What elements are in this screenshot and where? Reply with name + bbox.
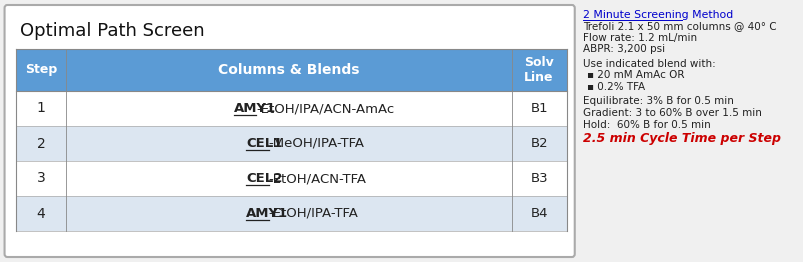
Bar bbox=[16, 196, 566, 231]
Text: Hold:  60% B for 0.5 min: Hold: 60% B for 0.5 min bbox=[582, 119, 710, 129]
Text: -EtOH/IPA/ACN-AmAc: -EtOH/IPA/ACN-AmAc bbox=[256, 102, 394, 115]
Text: 2 Minute Screening Method: 2 Minute Screening Method bbox=[582, 10, 732, 20]
Text: 2.5 min Cycle Time per Step: 2.5 min Cycle Time per Step bbox=[582, 132, 780, 145]
Text: B4: B4 bbox=[530, 207, 547, 220]
Text: -EtOH/ACN-TFA: -EtOH/ACN-TFA bbox=[268, 172, 366, 185]
Bar bbox=[16, 91, 566, 126]
Bar bbox=[16, 126, 566, 161]
Text: CEL2: CEL2 bbox=[246, 172, 282, 185]
Text: 4: 4 bbox=[37, 206, 46, 221]
Bar bbox=[16, 49, 566, 91]
Text: ▪ 20 mM AmAc OR: ▪ 20 mM AmAc OR bbox=[586, 70, 683, 80]
Text: CEL1: CEL1 bbox=[246, 137, 282, 150]
Bar bbox=[16, 161, 566, 196]
Text: -EtOH/IPA-TFA: -EtOH/IPA-TFA bbox=[268, 207, 358, 220]
Text: 3: 3 bbox=[37, 172, 46, 185]
Text: 2: 2 bbox=[37, 137, 46, 150]
Text: B1: B1 bbox=[530, 102, 547, 115]
Text: B2: B2 bbox=[530, 137, 547, 150]
Text: ABPR: 3,200 psi: ABPR: 3,200 psi bbox=[582, 45, 664, 54]
Text: Step: Step bbox=[25, 63, 57, 77]
Text: Columns & Blends: Columns & Blends bbox=[218, 63, 359, 77]
Text: Use indicated blend with:: Use indicated blend with: bbox=[582, 59, 715, 69]
Text: Flow rate: 1.2 mL/min: Flow rate: 1.2 mL/min bbox=[582, 33, 696, 43]
Text: -MeOH/IPA-TFA: -MeOH/IPA-TFA bbox=[268, 137, 364, 150]
FancyBboxPatch shape bbox=[5, 5, 574, 257]
Text: 1: 1 bbox=[37, 101, 46, 116]
Text: Gradient: 3 to 60% B over 1.5 min: Gradient: 3 to 60% B over 1.5 min bbox=[582, 108, 761, 118]
Text: AMY1: AMY1 bbox=[246, 207, 287, 220]
Text: Optimal Path Screen: Optimal Path Screen bbox=[20, 22, 205, 40]
Text: Equilibrate: 3% B for 0.5 min: Equilibrate: 3% B for 0.5 min bbox=[582, 96, 733, 106]
Text: ▪ 0.2% TFA: ▪ 0.2% TFA bbox=[586, 82, 644, 92]
Text: Trefoli 2.1 x 50 mm columns @ 40° C: Trefoli 2.1 x 50 mm columns @ 40° C bbox=[582, 21, 776, 31]
Text: AMY1: AMY1 bbox=[234, 102, 275, 115]
Text: Solv
Line: Solv Line bbox=[524, 56, 553, 84]
Text: B3: B3 bbox=[530, 172, 547, 185]
